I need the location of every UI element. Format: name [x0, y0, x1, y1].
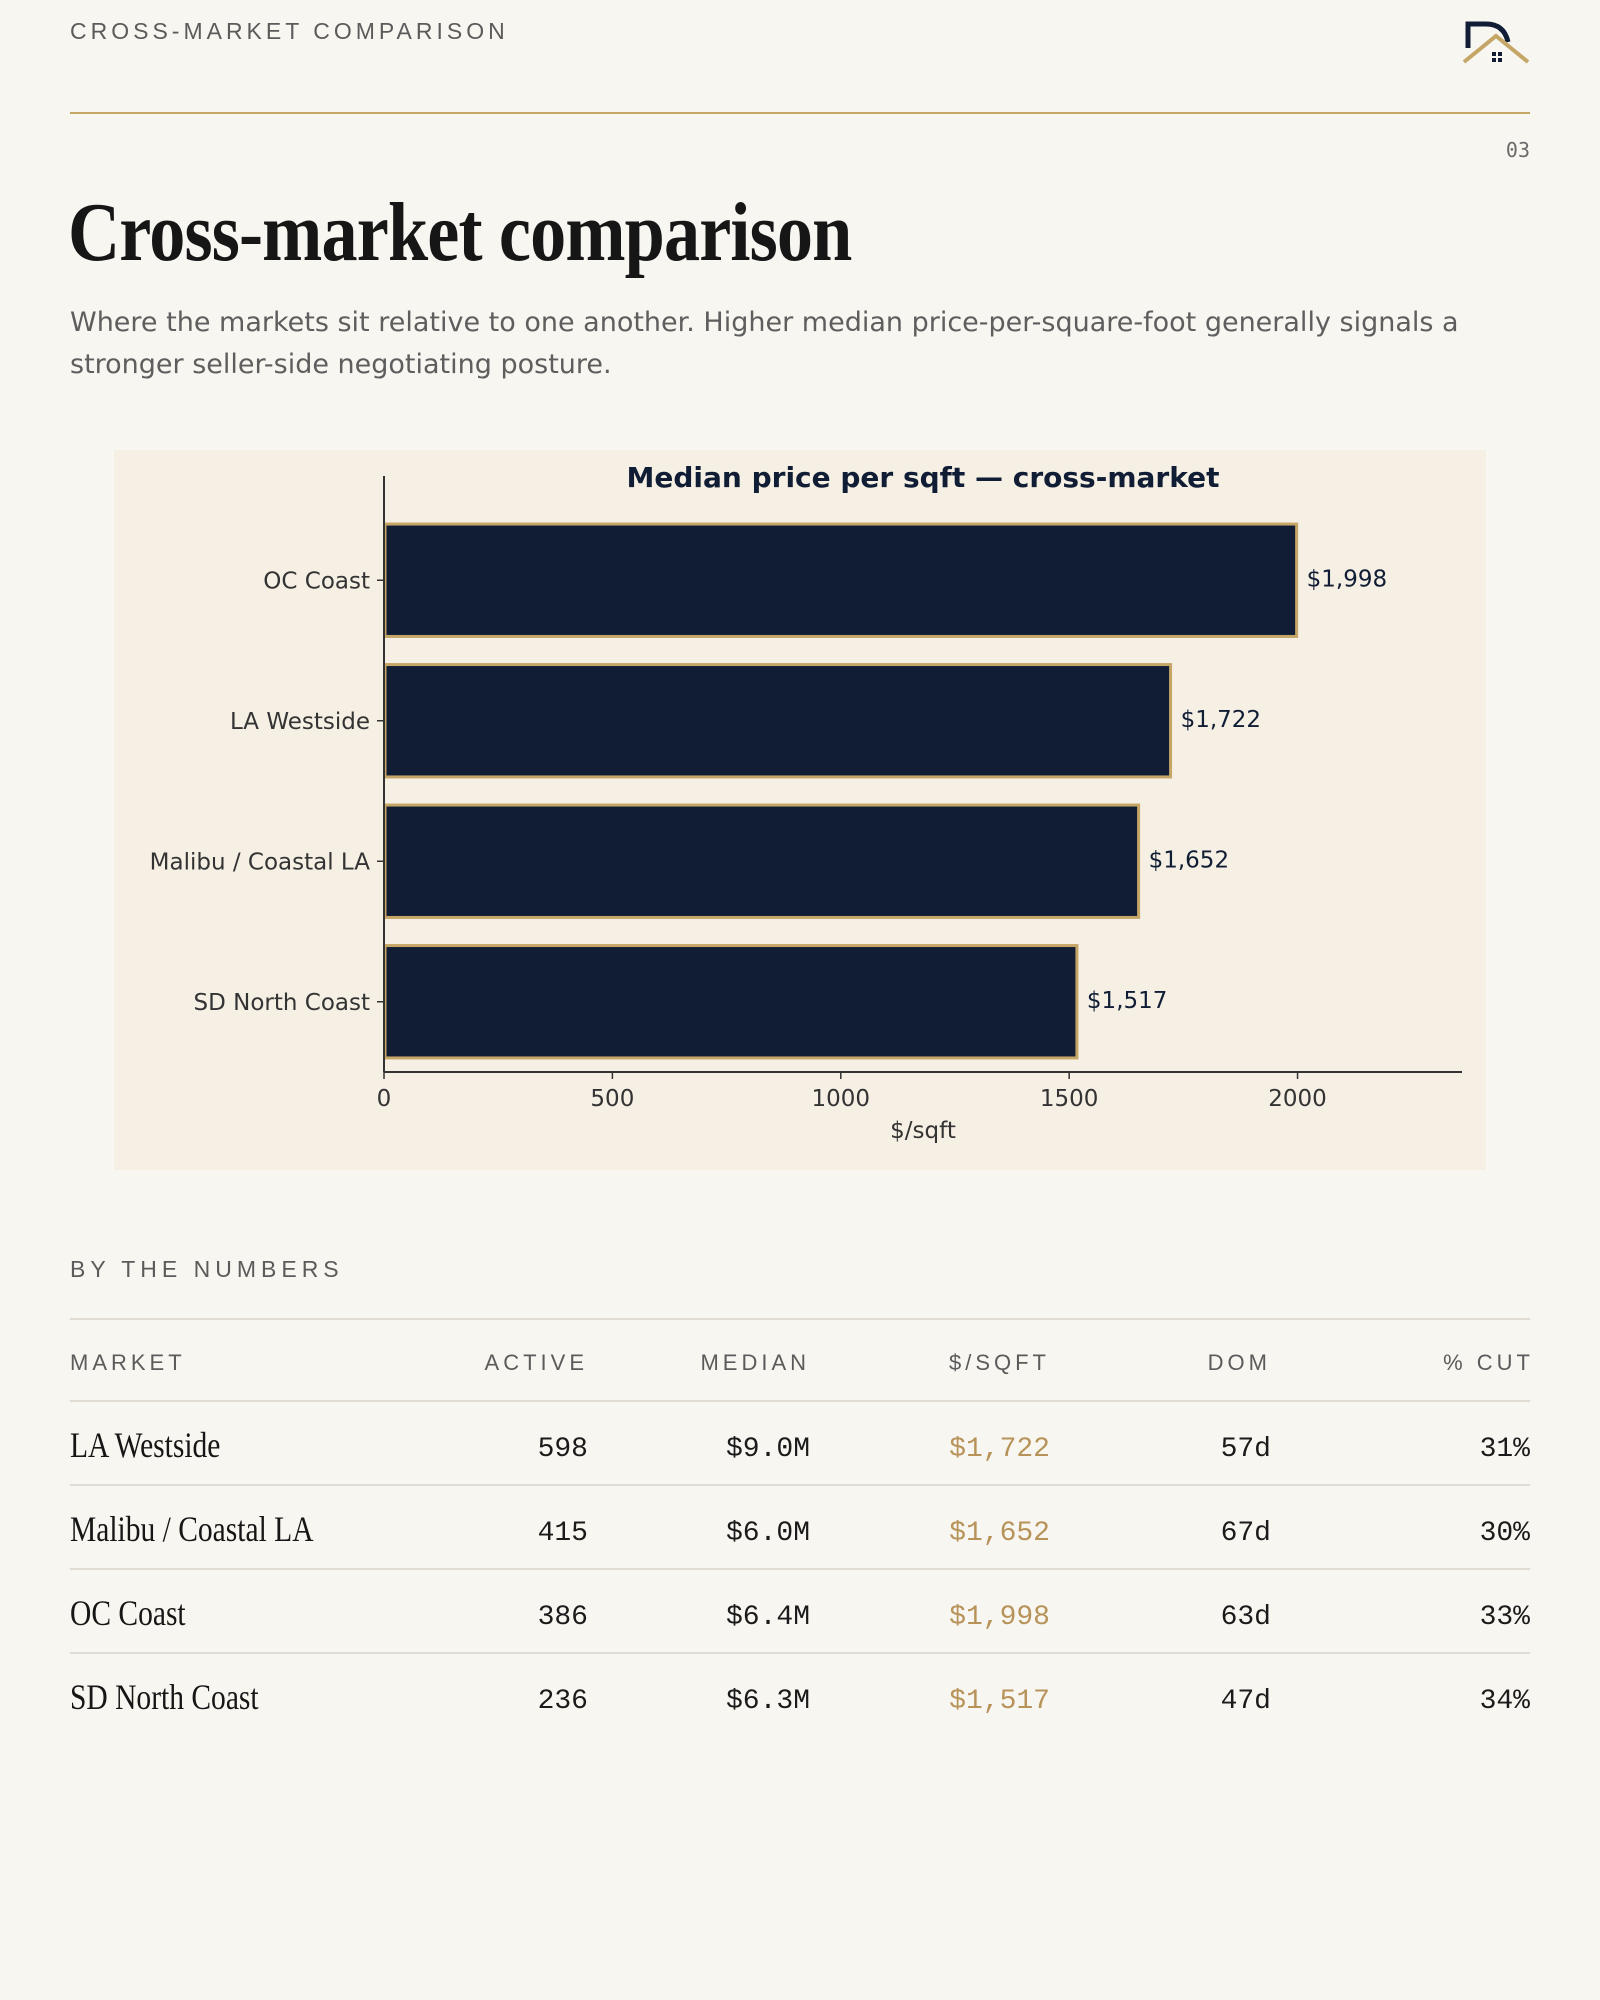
x-axis-label: $/sqft — [890, 1118, 956, 1144]
intro-paragraph: Where the markets sit relative to one an… — [70, 307, 1459, 380]
cell-dom: 63d — [1220, 1602, 1271, 1633]
y-tick-label: Malibu / Coastal LA — [150, 849, 371, 875]
cell-market: Malibu / Coastal LA — [70, 1509, 314, 1549]
cell-active: 236 — [537, 1686, 588, 1717]
header-divider — [70, 112, 1530, 114]
cell-cut: 34% — [1479, 1686, 1530, 1717]
table-top-divider — [70, 1318, 1530, 1320]
y-tick-label: LA Westside — [230, 709, 370, 735]
header-active: ACTIVE — [484, 1350, 588, 1375]
page-number: 03 — [1505, 138, 1530, 162]
header-ppsf: $/SQFT — [948, 1350, 1050, 1375]
chart-bar — [383, 803, 1141, 919]
table-row: Malibu / Coastal LA 415 $6.0M $1,652 67d… — [70, 1486, 1530, 1570]
table-header-row: MARKET ACTIVE MEDIAN $/SQFT DOM % CUT — [70, 1320, 1530, 1402]
chart-bar — [383, 944, 1079, 1060]
y-tick-label: OC Coast — [263, 568, 370, 594]
y-tick-label: SD North Coast — [194, 990, 371, 1016]
cell-ppsf: $1,517 — [949, 1686, 1050, 1717]
cell-dom: 67d — [1220, 1518, 1271, 1549]
cell-median: $9.0M — [725, 1434, 810, 1465]
x-tick-label: 0 — [377, 1086, 392, 1112]
bar-value-label: $1,652 — [1149, 847, 1229, 873]
bar-value-label: $1,517 — [1087, 988, 1167, 1014]
comparison-table: MARKET ACTIVE MEDIAN $/SQFT DOM % CUT LA… — [70, 1318, 1530, 1738]
x-tick-label: 1500 — [1040, 1086, 1099, 1112]
cell-dom: 57d — [1220, 1434, 1271, 1465]
cell-market: LA Westside — [70, 1425, 221, 1465]
table-row: LA Westside 598 $9.0M $1,722 57d 31% — [70, 1402, 1530, 1486]
cell-median: $6.3M — [725, 1686, 810, 1717]
bar-value-label: $1,722 — [1181, 707, 1261, 733]
cell-market: OC Coast — [70, 1593, 186, 1633]
house-logo-icon — [1462, 21, 1530, 64]
chart-bar — [383, 663, 1173, 779]
cell-median: $6.0M — [725, 1518, 810, 1549]
section-label: BY THE NUMBERS — [70, 1256, 344, 1282]
header-median: MEDIAN — [700, 1350, 810, 1375]
header-cut: % CUT — [1443, 1350, 1534, 1375]
header-market: MARKET — [70, 1350, 186, 1375]
cell-ppsf: $1,652 — [949, 1518, 1050, 1549]
cell-cut: 33% — [1479, 1602, 1530, 1633]
table-row: SD North Coast 236 $6.3M $1,517 47d 34% — [70, 1654, 1530, 1738]
header-label: CROSS-MARKET COMPARISON — [70, 18, 509, 44]
header-dom: DOM — [1207, 1350, 1271, 1375]
cell-cut: 30% — [1479, 1518, 1530, 1549]
chart-panel: Median price per sqft — cross-market OC C… — [114, 450, 1486, 1170]
chart-title: Median price per sqft — cross-market — [627, 461, 1220, 494]
cell-ppsf: $1,998 — [949, 1602, 1050, 1633]
price-per-sqft-chart: Median price per sqft — cross-market OC C… — [150, 461, 1462, 1144]
bar-value-label: $1,998 — [1307, 566, 1387, 592]
cell-market: SD North Coast — [70, 1677, 259, 1717]
cell-dom: 47d — [1220, 1686, 1271, 1717]
cell-active: 386 — [537, 1602, 588, 1633]
cell-ppsf: $1,722 — [949, 1434, 1050, 1465]
table-row: OC Coast 386 $6.4M $1,998 63d 33% — [70, 1570, 1530, 1654]
x-tick-label: 2000 — [1268, 1086, 1327, 1112]
cell-active: 415 — [537, 1518, 588, 1549]
cell-cut: 31% — [1479, 1434, 1530, 1465]
x-tick-label: 1000 — [812, 1086, 871, 1112]
chart-bar — [383, 522, 1299, 638]
table-body: LA Westside 598 $9.0M $1,722 57d 31% Mal… — [70, 1402, 1530, 1738]
cell-median: $6.4M — [725, 1602, 810, 1633]
x-tick-label: 500 — [590, 1086, 634, 1112]
cell-active: 598 — [537, 1434, 588, 1465]
page-title: Cross-market comparison — [68, 186, 852, 279]
